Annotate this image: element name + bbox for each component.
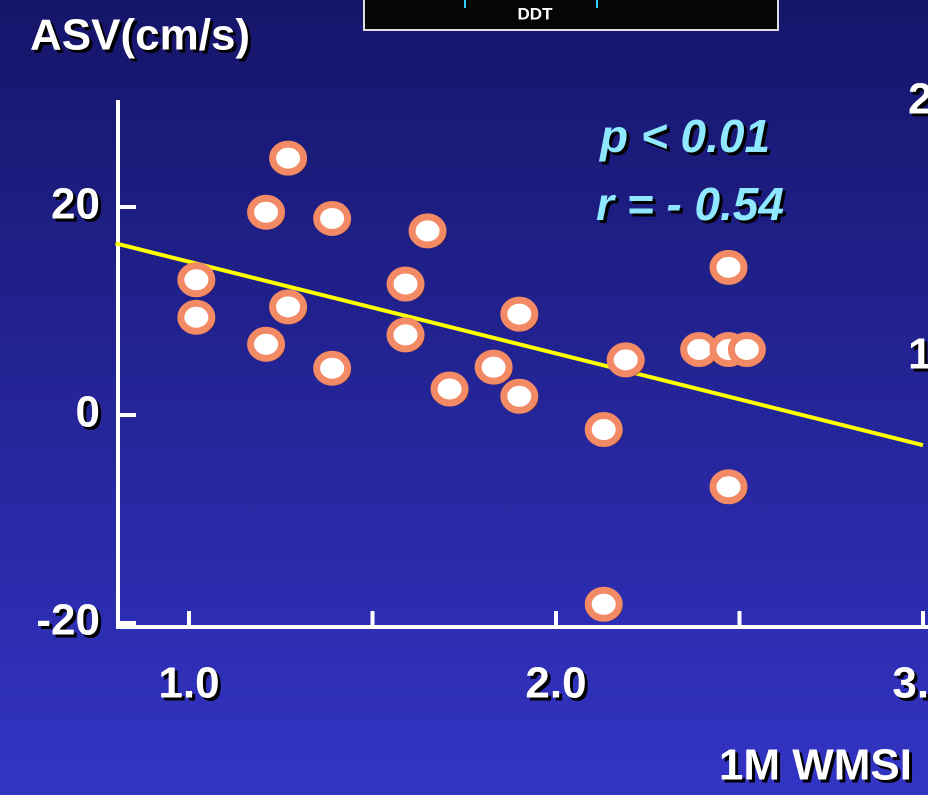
y-tick-label: 0 bbox=[76, 388, 100, 437]
data-point bbox=[588, 416, 623, 447]
data-point bbox=[251, 198, 286, 229]
point-marker bbox=[588, 590, 619, 618]
chart: DDT ASV(cm/s) 1M WMSI p < 0.01 r = - 0.5… bbox=[0, 0, 928, 795]
annotation: p < 0.01 bbox=[598, 110, 770, 162]
x-axis-label: 1M WMSI bbox=[719, 741, 912, 790]
point-marker bbox=[251, 198, 282, 226]
inset-image bbox=[364, 0, 778, 30]
point-marker bbox=[412, 217, 443, 245]
data-point bbox=[478, 353, 513, 384]
data-point bbox=[181, 303, 216, 334]
data-point bbox=[434, 375, 469, 406]
data-point bbox=[251, 330, 286, 361]
data-point bbox=[273, 144, 308, 175]
point-marker bbox=[390, 321, 421, 349]
annotation: r = - 0.54 bbox=[596, 178, 784, 230]
data-point bbox=[713, 473, 748, 504]
y-axis-label: ASV(cm/s) bbox=[30, 11, 250, 60]
data-point bbox=[317, 204, 352, 235]
data-point bbox=[412, 217, 447, 248]
data-point bbox=[731, 335, 766, 366]
data-point bbox=[610, 346, 645, 377]
point-marker bbox=[317, 354, 348, 382]
point-marker bbox=[713, 473, 744, 501]
point-marker bbox=[610, 346, 641, 374]
x-tick-label: 1.0 bbox=[158, 659, 219, 708]
point-marker bbox=[478, 353, 509, 381]
data-point bbox=[317, 354, 352, 385]
point-marker bbox=[504, 300, 535, 328]
point-marker bbox=[713, 253, 744, 281]
point-marker bbox=[181, 303, 212, 331]
data-point bbox=[181, 266, 216, 297]
inset-label: DDT bbox=[518, 4, 554, 23]
data-point bbox=[588, 590, 623, 621]
data-point bbox=[504, 382, 539, 413]
point-marker bbox=[588, 416, 619, 444]
cropped-text: 1 bbox=[908, 330, 928, 379]
x-tick-label: 2.0 bbox=[525, 659, 586, 708]
point-marker bbox=[273, 144, 304, 172]
data-point bbox=[390, 321, 425, 352]
point-marker bbox=[390, 270, 421, 298]
y-tick-label: 20 bbox=[51, 180, 100, 229]
point-marker bbox=[317, 204, 348, 232]
point-marker bbox=[273, 293, 304, 321]
point-marker bbox=[731, 335, 762, 363]
data-point bbox=[713, 253, 748, 284]
data-point bbox=[390, 270, 425, 301]
point-marker bbox=[504, 382, 535, 410]
data-point bbox=[273, 293, 308, 324]
x-tick-label: 3.0 bbox=[892, 659, 928, 708]
data-point bbox=[504, 300, 539, 331]
cropped-text: 2 bbox=[908, 75, 928, 124]
point-marker bbox=[251, 330, 282, 358]
point-marker bbox=[181, 266, 212, 294]
point-marker bbox=[434, 375, 465, 403]
y-tick-label: -20 bbox=[36, 596, 100, 645]
